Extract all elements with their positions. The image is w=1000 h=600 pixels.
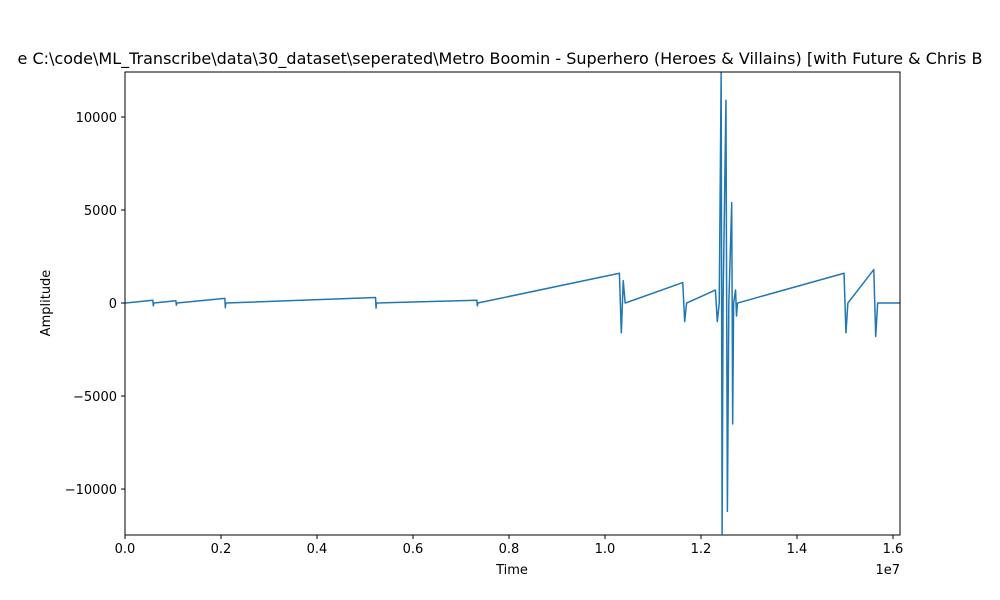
y-axis-label: Amplitude [39, 270, 54, 337]
y-tick-label: 5000 [84, 204, 117, 219]
y-tick-label: −5000 [73, 390, 117, 405]
waveform-line [125, 72, 900, 535]
x-tick-label: 0.4 [307, 542, 328, 557]
x-tick-label: 1.2 [691, 542, 712, 557]
y-tick-label: −10000 [65, 483, 117, 498]
chart-title: e C:\code\ML_Transcribe\data\30_dataset\… [18, 49, 983, 69]
axes-frame [124, 71, 901, 536]
x-tick-label: 0.6 [403, 542, 424, 557]
x-offset-label: 1e7 [875, 563, 900, 578]
x-tick-label: 1.4 [787, 542, 808, 557]
x-axis-label: Time [495, 563, 528, 578]
plot-area [125, 72, 900, 535]
x-tick-label: 1.0 [595, 542, 616, 557]
y-tick-label: 10000 [76, 111, 117, 126]
x-tick-label: 0.0 [115, 542, 136, 557]
x-tick-label: 0.8 [499, 542, 520, 557]
x-tick-label: 1.6 [883, 542, 904, 557]
x-tick-label: 0.2 [211, 542, 232, 557]
y-tick-label: 0 [109, 297, 117, 312]
